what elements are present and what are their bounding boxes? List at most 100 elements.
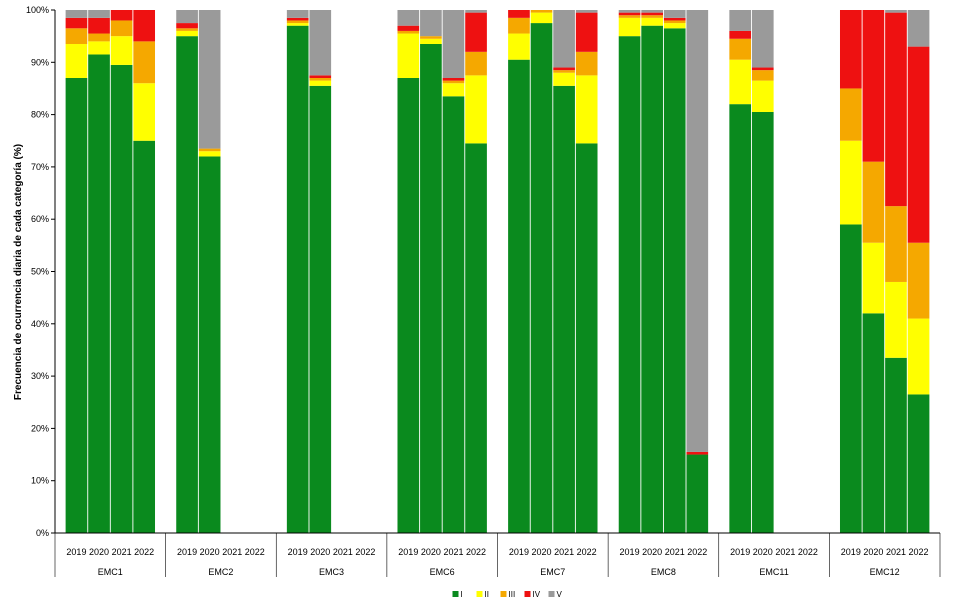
legend-label-iii: III xyxy=(509,590,516,599)
bar-segment-emc6-2021-i xyxy=(442,96,465,534)
x-tick-year-label: 2019 xyxy=(620,547,640,557)
x-tick-year-label: 2019 xyxy=(509,547,529,557)
bar-segment-emc3-2020-iii xyxy=(309,77,332,81)
x-tick-year-label: 2022 xyxy=(687,547,707,557)
bar-segment-emc1-2022-ii xyxy=(133,83,156,141)
bar-segment-emc3-2019-iv xyxy=(286,17,309,21)
bar-segment-emc12-2022-ii xyxy=(907,318,930,395)
bar-segment-emc6-2022-ii xyxy=(465,75,487,144)
bar-segment-emc7-2020-ii xyxy=(530,12,553,24)
bar-segment-emc6-2019-iv xyxy=(397,25,420,31)
bar-segment-emc6-2022-iv xyxy=(465,12,487,52)
y-tick-label: 70% xyxy=(31,162,49,172)
bar-segment-emc8-2020-i xyxy=(641,25,663,533)
bar-segment-emc12-2021-i xyxy=(885,357,907,533)
x-tick-year-label: 2021 xyxy=(333,547,353,557)
bar-segment-emc7-2019-ii xyxy=(508,33,530,60)
bar-segment-emc7-2020-iii xyxy=(530,10,553,13)
bar-segment-emc12-2019-i xyxy=(839,224,862,533)
x-group-label: EMC11 xyxy=(759,567,788,577)
bar-segment-emc7-2021-i xyxy=(553,85,575,534)
bar-segment-emc1-2021-i xyxy=(110,64,133,533)
bar-segment-emc7-2020-i xyxy=(530,23,553,533)
bar-segment-emc12-2019-iii xyxy=(839,88,862,141)
bar-segment-emc12-2020-ii xyxy=(862,242,885,314)
bar-segment-emc1-2021-iii xyxy=(110,20,133,37)
bar-segment-emc6-2022-i xyxy=(465,143,487,534)
bar-segment-emc2-2019-i xyxy=(176,36,198,534)
x-tick-year-label: 2019 xyxy=(66,547,86,557)
x-tick-year-label: 2020 xyxy=(89,547,109,557)
bar-segment-emc11-2020-v xyxy=(751,10,774,68)
legend-label-ii: II xyxy=(485,590,489,599)
y-tick-label: 90% xyxy=(31,57,49,67)
bar-segment-emc7-2021-iii xyxy=(553,70,575,73)
bar-segment-emc1-2022-i xyxy=(133,140,156,533)
x-tick-year-label: 2019 xyxy=(288,547,308,557)
bar-segment-emc1-2019-i xyxy=(65,77,88,534)
bar-segment-emc2-2019-iii xyxy=(176,28,198,31)
bar-segment-emc11-2020-iv xyxy=(751,67,774,71)
bar-segment-emc3-2019-iii xyxy=(286,20,309,24)
x-tick-year-label: 2022 xyxy=(245,547,265,557)
bar-segment-emc7-2022-iii xyxy=(575,51,598,76)
bar-segment-emc8-2022-i xyxy=(686,454,709,533)
bar-segment-emc8-2021-i xyxy=(663,28,686,534)
bar-segment-emc2-2020-ii xyxy=(198,151,221,157)
bar-segment-emc2-2020-i xyxy=(198,156,221,533)
x-tick-year-label: 2022 xyxy=(909,547,929,557)
bar-segment-emc1-2020-v xyxy=(88,10,110,18)
bar-segment-emc6-2021-v xyxy=(442,10,465,78)
bar-segment-emc7-2019-iii xyxy=(508,17,530,34)
bar-segment-emc6-2021-ii xyxy=(442,83,465,97)
x-tick-year-label: 2020 xyxy=(753,547,773,557)
bar-segment-emc2-2020-v xyxy=(198,10,221,149)
bar-segment-emc3-2020-i xyxy=(309,85,332,534)
bar-segment-emc1-2020-ii xyxy=(88,41,110,55)
x-tick-year-label: 2020 xyxy=(310,547,330,557)
bar-segment-emc11-2020-iii xyxy=(751,70,774,81)
x-tick-year-label: 2019 xyxy=(177,547,197,557)
legend-swatch-v xyxy=(548,591,555,597)
x-tick-year-label: 2019 xyxy=(841,547,861,557)
bar-segment-emc2-2019-iv xyxy=(176,23,198,29)
x-tick-year-label: 2019 xyxy=(730,547,750,557)
legend-swatch-iv xyxy=(524,591,531,597)
bar-segment-emc8-2022-iv xyxy=(686,451,709,455)
bar-segment-emc1-2021-iv xyxy=(110,10,133,21)
legend-swatch-iii xyxy=(500,591,507,597)
bar-segment-emc11-2019-iii xyxy=(729,38,752,60)
bar-segment-emc6-2020-iii xyxy=(420,36,442,39)
bar-segment-emc6-2021-iii xyxy=(442,80,465,84)
bar-segment-emc11-2019-iv xyxy=(729,30,752,39)
bar-segment-emc11-2019-ii xyxy=(729,59,752,105)
x-group-label: EMC7 xyxy=(540,567,565,577)
bar-segment-emc1-2019-iv xyxy=(65,17,88,29)
y-tick-label: 40% xyxy=(31,319,49,329)
bar-segment-emc12-2021-iii xyxy=(885,206,907,282)
legend-label-i: I xyxy=(461,590,463,599)
x-tick-year-label: 2020 xyxy=(863,547,883,557)
legend-label-v: V xyxy=(557,590,563,599)
bar-segment-emc8-2020-ii xyxy=(641,17,663,26)
y-tick-label: 10% xyxy=(31,476,49,486)
bar-segment-emc2-2019-v xyxy=(176,10,198,24)
bar-segment-emc11-2019-i xyxy=(729,104,752,533)
bar-segment-emc3-2020-v xyxy=(309,10,332,76)
x-tick-year-label: 2021 xyxy=(886,547,906,557)
bar-segment-emc12-2022-iii xyxy=(907,242,930,319)
legend-label-iv: IV xyxy=(533,590,541,599)
legend-swatch-ii xyxy=(476,591,483,597)
x-tick-year-label: 2022 xyxy=(798,547,818,557)
bar-segment-emc12-2022-iv xyxy=(907,46,930,243)
bar-segment-emc3-2020-ii xyxy=(309,80,332,86)
bar-segment-emc8-2019-i xyxy=(618,36,641,534)
x-group-label: EMC12 xyxy=(870,567,900,577)
x-group-label: EMC3 xyxy=(319,567,344,577)
bar-segment-emc1-2020-iv xyxy=(88,17,110,34)
bar-segment-emc6-2021-iv xyxy=(442,77,465,81)
x-tick-year-label: 2021 xyxy=(222,547,242,557)
bar-segment-emc8-2019-v xyxy=(618,10,641,13)
bar-segment-emc3-2019-i xyxy=(286,25,309,533)
